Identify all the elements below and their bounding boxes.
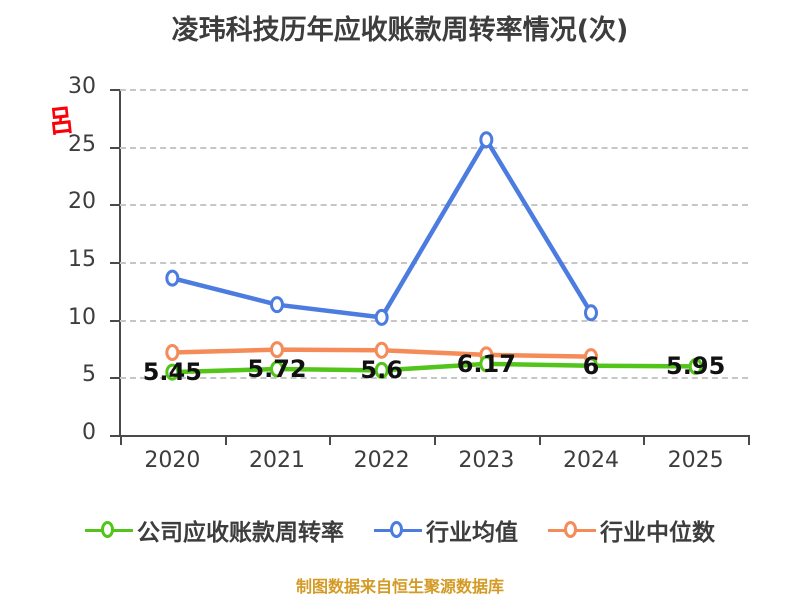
data-point-label: 6.17 xyxy=(456,349,516,378)
y-axis-label: 20 xyxy=(68,189,96,215)
data-point-label: 5.95 xyxy=(666,352,726,381)
legend-marker-icon xyxy=(374,517,422,543)
data-point-label: 6 xyxy=(582,351,600,380)
y-tick-mark xyxy=(110,262,119,264)
legend-label: 行业中位数 xyxy=(600,520,715,546)
grid-line xyxy=(120,204,748,207)
y-tick-mark xyxy=(110,435,119,437)
legend-dot-icon xyxy=(390,521,403,538)
grid-line xyxy=(120,89,748,91)
y-axis-label: 30 xyxy=(68,74,96,99)
y-tick-mark xyxy=(110,146,119,149)
legend-dot-icon xyxy=(101,521,114,538)
legend-dot-icon xyxy=(564,521,577,538)
legend-marker-icon xyxy=(548,517,596,543)
legend-item[interactable]: 行业均值 xyxy=(374,513,518,547)
x-axis-label: 2022 xyxy=(353,448,410,473)
y-axis-label: 10 xyxy=(68,304,96,330)
y-tick-mark xyxy=(110,204,119,207)
y-axis-label: 25 xyxy=(68,131,96,157)
x-tick-mark xyxy=(120,435,122,445)
chart-legend: 公司应收账款周转率 行业均值 行业中位数 xyxy=(0,513,800,547)
x-tick-mark xyxy=(329,435,332,445)
x-axis-label: 2023 xyxy=(458,448,515,473)
data-point-label: 5.45 xyxy=(142,358,202,387)
legend-marker-icon xyxy=(85,517,133,543)
legend-label: 公司应收账款周转率 xyxy=(137,520,344,546)
grid-line xyxy=(120,262,748,264)
grid-line xyxy=(120,319,748,322)
legend-item[interactable]: 公司应收账款周转率 xyxy=(85,513,344,547)
source-note: 制图数据来自恒生聚源数据库 xyxy=(295,577,504,596)
legend-item[interactable]: 行业中位数 xyxy=(548,513,715,547)
y-axis-label: 15 xyxy=(68,247,96,272)
x-axis-label: 2021 xyxy=(249,448,305,473)
y-axis-label: 5 xyxy=(82,362,96,388)
chart-title: 凌玮科技历年应收账款周转率情况(次) xyxy=(171,15,629,46)
y-tick-mark xyxy=(110,319,119,322)
data-point-label: 5.72 xyxy=(247,355,307,384)
x-tick-mark xyxy=(224,435,227,445)
x-axis-label: 2020 xyxy=(144,448,201,473)
y-tick-mark xyxy=(110,89,119,91)
x-tick-mark xyxy=(434,435,436,445)
x-axis-label: 2024 xyxy=(563,448,619,473)
x-tick-mark xyxy=(643,435,646,445)
data-point-label: 5.6 xyxy=(360,356,403,385)
x-tick-mark xyxy=(748,435,750,445)
y-axis-label: 0 xyxy=(82,420,96,445)
grid-line xyxy=(120,377,748,380)
x-axis-label: 2025 xyxy=(667,448,724,473)
legend-label: 行业均值 xyxy=(426,520,518,546)
grid-line xyxy=(120,146,748,149)
x-tick-mark xyxy=(538,435,541,445)
y-tick-mark xyxy=(110,377,119,380)
